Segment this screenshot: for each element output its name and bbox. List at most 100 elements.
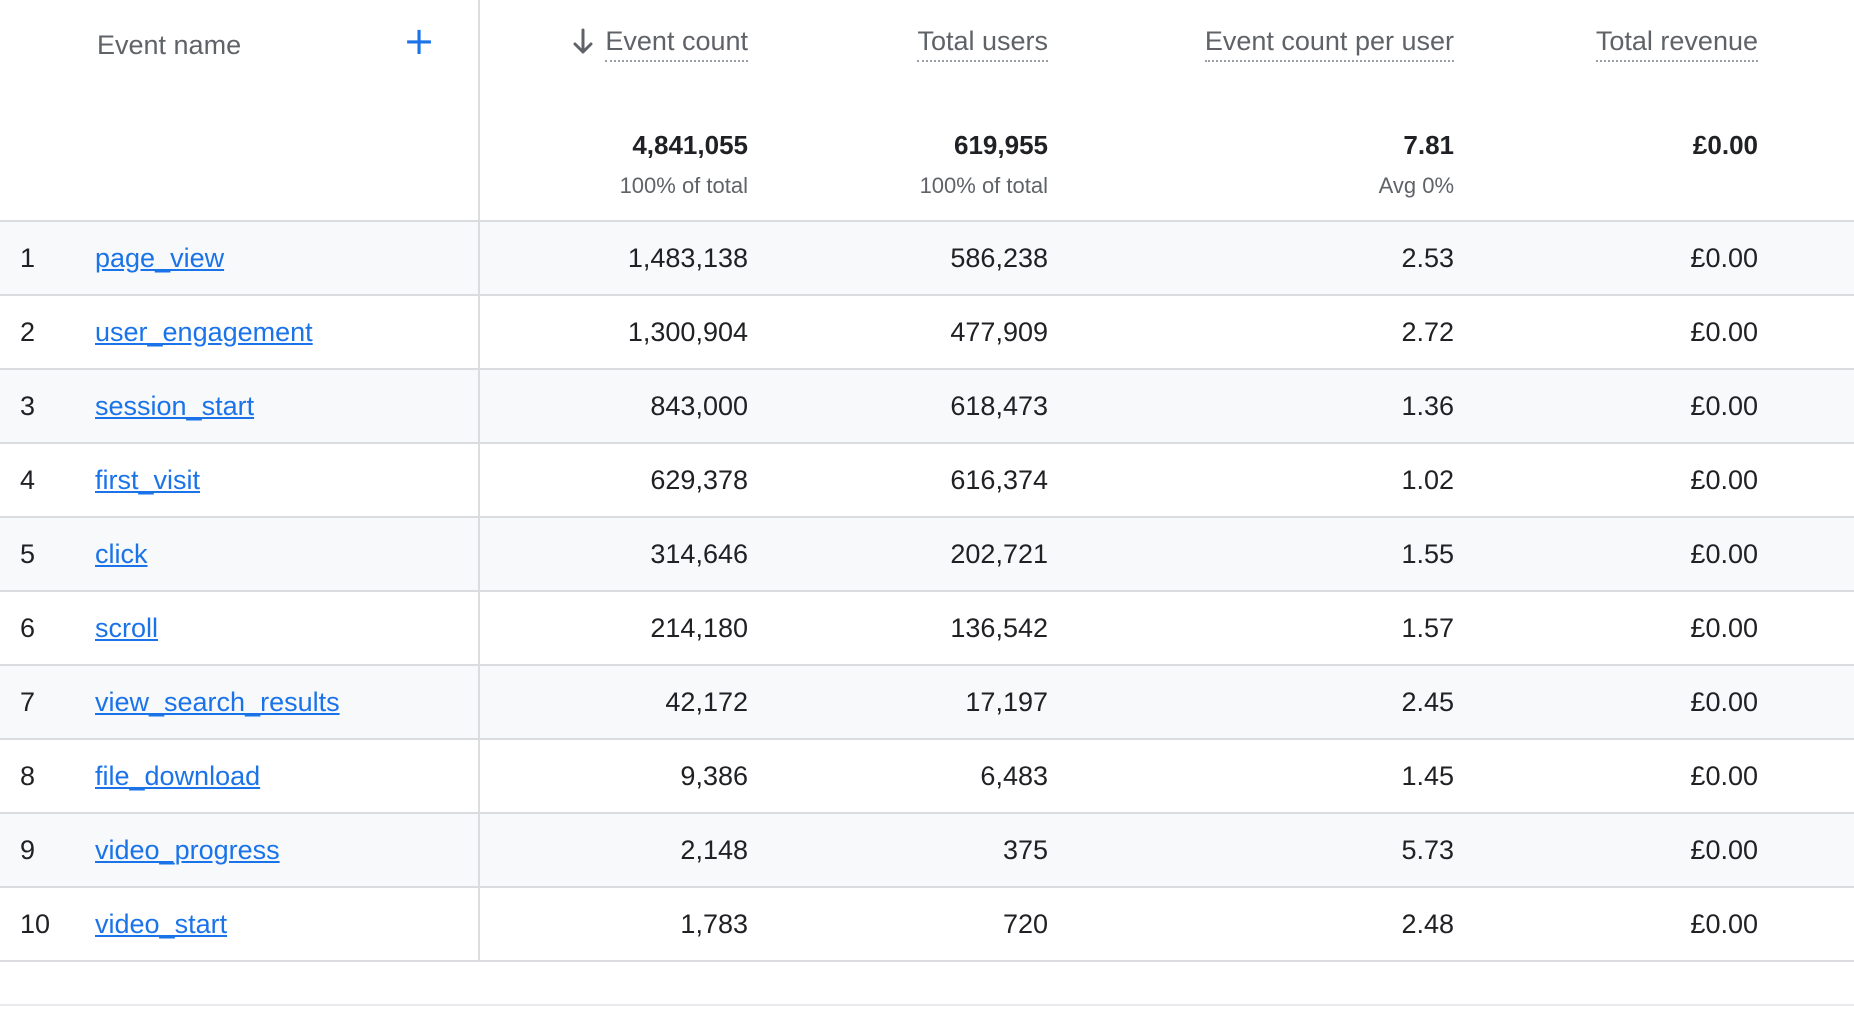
row-pad: [1758, 739, 1854, 814]
row-revenue: £0.00: [1454, 591, 1758, 666]
row-per-user: 1.45: [1048, 739, 1454, 814]
row-per-user: 2.53: [1048, 221, 1454, 296]
table-row: 7 view_search_results 42,172 17,197 2.45…: [0, 665, 1854, 740]
row-event-count: 1,300,904: [479, 295, 748, 370]
row-pad: [1758, 887, 1854, 962]
plus-icon[interactable]: +: [403, 19, 435, 63]
header-total-revenue-cell: Total revenue: [1454, 0, 1758, 104]
row-per-user: 1.02: [1048, 443, 1454, 518]
row-total-users: 6,483: [748, 739, 1048, 814]
row-event-name-cell: view_search_results: [95, 665, 480, 740]
row-event-name-cell: user_engagement: [95, 295, 480, 370]
row-revenue: £0.00: [1454, 517, 1758, 592]
event-name-link[interactable]: view_search_results: [95, 687, 340, 717]
totals-total-users-sub: 100% of total: [919, 173, 1048, 198]
row-pad: [1758, 665, 1854, 740]
totals-per-user-cell: 7.81 Avg 0%: [1048, 104, 1454, 222]
row-per-user: 2.48: [1048, 887, 1454, 962]
totals-pad-cell: [1758, 104, 1854, 222]
row-revenue: £0.00: [1454, 443, 1758, 518]
row-index: 9: [0, 813, 95, 888]
header-event-name[interactable]: Event name: [97, 30, 242, 60]
table-row: 1 page_view 1,483,138 586,238 2.53 £0.00: [0, 221, 1854, 296]
table-row: 10 video_start 1,783 720 2.48 £0.00: [0, 887, 1854, 962]
row-per-user: 2.72: [1048, 295, 1454, 370]
totals-per-user: 7.81: [1403, 130, 1454, 160]
header-event-count-cell: Event count: [479, 0, 748, 104]
table-row: 6 scroll 214,180 136,542 1.57 £0.00: [0, 591, 1854, 666]
row-revenue: £0.00: [1454, 813, 1758, 888]
totals-total-users-cell: 619,955 100% of total: [748, 104, 1048, 222]
row-index: 1: [0, 221, 95, 296]
row-pad: [1758, 443, 1854, 518]
header-event-count-per-user[interactable]: Event count per user: [1204, 24, 1454, 62]
row-revenue: £0.00: [1454, 295, 1758, 370]
row-event-count: 214,180: [479, 591, 748, 666]
row-pad: [1758, 813, 1854, 888]
row-total-users: 202,721: [748, 517, 1048, 592]
row-event-name-cell: page_view: [95, 221, 480, 296]
row-revenue: £0.00: [1454, 369, 1758, 444]
row-event-name-cell: scroll: [95, 591, 480, 666]
row-total-users: 616,374: [748, 443, 1048, 518]
row-event-count: 843,000: [479, 369, 748, 444]
totals-index-cell: [0, 104, 95, 222]
row-index: 6: [0, 591, 95, 666]
row-pad: [1758, 369, 1854, 444]
event-name-link[interactable]: video_progress: [95, 835, 280, 865]
table-footer: [0, 961, 1854, 1006]
row-event-name-cell: session_start: [95, 369, 480, 444]
row-event-count: 9,386: [479, 739, 748, 814]
row-event-name-cell: click: [95, 517, 480, 592]
header-total-users[interactable]: Total users: [917, 24, 1048, 62]
row-index: 8: [0, 739, 95, 814]
event-name-link[interactable]: user_engagement: [95, 317, 313, 347]
totals-name-cell: [95, 104, 480, 222]
row-per-user: 1.55: [1048, 517, 1454, 592]
row-total-users: 17,197: [748, 665, 1048, 740]
totals-event-count-sub: 100% of total: [619, 173, 748, 198]
totals-revenue-cell: £0.00: [1454, 104, 1758, 222]
row-pad: [1758, 221, 1854, 296]
event-name-link[interactable]: file_download: [95, 761, 261, 791]
row-pad: [1758, 295, 1854, 370]
row-per-user: 5.73: [1048, 813, 1454, 888]
header-event-count[interactable]: Event count: [605, 24, 748, 62]
event-name-link[interactable]: session_start: [95, 391, 255, 421]
table-body: 1 page_view 1,483,138 586,238 2.53 £0.00…: [0, 221, 1854, 962]
row-per-user: 1.36: [1048, 369, 1454, 444]
row-index: 4: [0, 443, 95, 518]
event-name-link[interactable]: first_visit: [95, 465, 201, 495]
table-row: 4 first_visit 629,378 616,374 1.02 £0.00: [0, 443, 1854, 518]
row-revenue: £0.00: [1454, 887, 1758, 962]
row-event-name-cell: video_start: [95, 887, 480, 962]
totals-per-user-sub: Avg 0%: [1378, 173, 1454, 198]
totals-total-users: 619,955: [954, 130, 1048, 160]
row-index: 3: [0, 369, 95, 444]
row-total-users: 136,542: [748, 591, 1048, 666]
row-event-name-cell: video_progress: [95, 813, 480, 888]
row-event-count: 314,646: [479, 517, 748, 592]
arrow-down-icon[interactable]: [571, 28, 595, 56]
row-event-name-cell: first_visit: [95, 443, 480, 518]
row-total-users: 477,909: [748, 295, 1048, 370]
header-total-revenue[interactable]: Total revenue: [1595, 24, 1758, 62]
table-row: 3 session_start 843,000 618,473 1.36 £0.…: [0, 369, 1854, 444]
table-row: 5 click 314,646 202,721 1.55 £0.00: [0, 517, 1854, 592]
event-name-link[interactable]: scroll: [95, 613, 159, 643]
row-per-user: 2.45: [1048, 665, 1454, 740]
event-name-link[interactable]: page_view: [95, 243, 225, 273]
header-pad-cell: [1758, 0, 1854, 104]
row-index: 7: [0, 665, 95, 740]
row-revenue: £0.00: [1454, 739, 1758, 814]
totals-event-count: 4,841,055: [632, 130, 748, 160]
header-event-name-cell: Event name +: [95, 0, 480, 104]
row-event-name-cell: file_download: [95, 739, 480, 814]
event-name-link[interactable]: video_start: [95, 909, 228, 939]
event-name-link[interactable]: click: [95, 539, 148, 569]
row-total-users: 618,473: [748, 369, 1048, 444]
totals-row: 4,841,055 100% of total 619,955 100% of …: [0, 104, 1854, 222]
table-row: 9 video_progress 2,148 375 5.73 £0.00: [0, 813, 1854, 888]
